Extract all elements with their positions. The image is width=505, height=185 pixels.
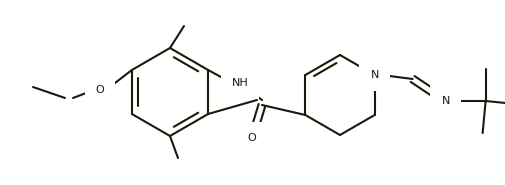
Text: N: N bbox=[371, 70, 379, 80]
Text: N: N bbox=[441, 96, 450, 106]
Text: O: O bbox=[95, 85, 105, 95]
Text: O: O bbox=[247, 133, 257, 143]
Text: NH: NH bbox=[232, 78, 248, 88]
